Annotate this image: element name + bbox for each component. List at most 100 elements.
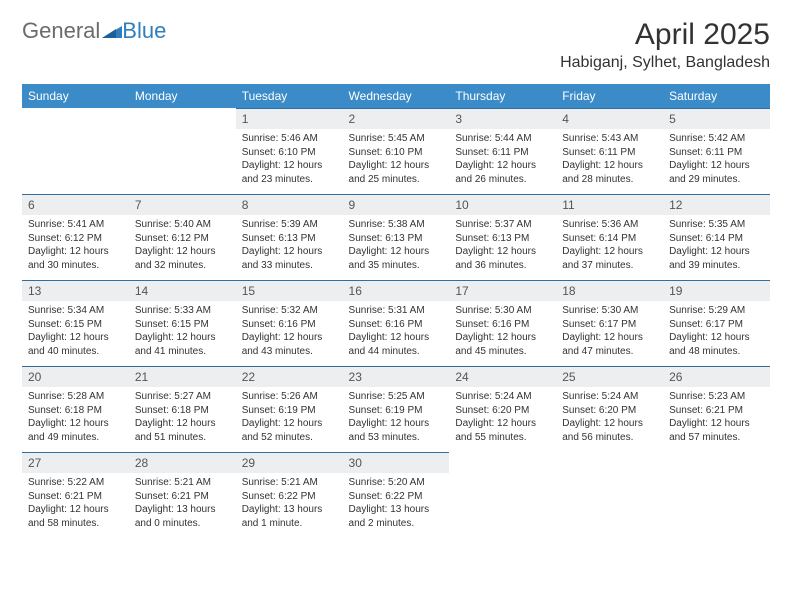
day-details: Sunrise: 5:30 AMSunset: 6:16 PMDaylight:… bbox=[449, 301, 556, 364]
day-details: Sunrise: 5:31 AMSunset: 6:16 PMDaylight:… bbox=[343, 301, 450, 364]
calendar-cell: 21Sunrise: 5:27 AMSunset: 6:18 PMDayligh… bbox=[129, 366, 236, 452]
calendar-cell: 10Sunrise: 5:37 AMSunset: 6:13 PMDayligh… bbox=[449, 194, 556, 280]
day-number: 23 bbox=[343, 366, 450, 387]
day-number: 5 bbox=[663, 108, 770, 129]
calendar-cell: 5Sunrise: 5:42 AMSunset: 6:11 PMDaylight… bbox=[663, 108, 770, 194]
day-details: Sunrise: 5:25 AMSunset: 6:19 PMDaylight:… bbox=[343, 387, 450, 450]
calendar-cell bbox=[449, 452, 556, 538]
day-number: 14 bbox=[129, 280, 236, 301]
month-title: April 2025 bbox=[560, 18, 770, 52]
logo-text-2: Blue bbox=[122, 18, 166, 44]
day-number: 3 bbox=[449, 108, 556, 129]
calendar-cell: 4Sunrise: 5:43 AMSunset: 6:11 PMDaylight… bbox=[556, 108, 663, 194]
day-details: Sunrise: 5:39 AMSunset: 6:13 PMDaylight:… bbox=[236, 215, 343, 278]
day-number: 30 bbox=[343, 452, 450, 473]
day-details: Sunrise: 5:35 AMSunset: 6:14 PMDaylight:… bbox=[663, 215, 770, 278]
day-details: Sunrise: 5:22 AMSunset: 6:21 PMDaylight:… bbox=[22, 473, 129, 536]
calendar-cell: 11Sunrise: 5:36 AMSunset: 6:14 PMDayligh… bbox=[556, 194, 663, 280]
day-number: 9 bbox=[343, 194, 450, 215]
day-number: 12 bbox=[663, 194, 770, 215]
calendar-head: SundayMondayTuesdayWednesdayThursdayFrid… bbox=[22, 84, 770, 108]
day-number: 1 bbox=[236, 108, 343, 129]
calendar-cell: 15Sunrise: 5:32 AMSunset: 6:16 PMDayligh… bbox=[236, 280, 343, 366]
calendar-cell: 1Sunrise: 5:46 AMSunset: 6:10 PMDaylight… bbox=[236, 108, 343, 194]
day-details: Sunrise: 5:44 AMSunset: 6:11 PMDaylight:… bbox=[449, 129, 556, 192]
day-number: 16 bbox=[343, 280, 450, 301]
day-details: Sunrise: 5:37 AMSunset: 6:13 PMDaylight:… bbox=[449, 215, 556, 278]
calendar-cell bbox=[22, 108, 129, 194]
calendar-cell: 12Sunrise: 5:35 AMSunset: 6:14 PMDayligh… bbox=[663, 194, 770, 280]
day-number: 2 bbox=[343, 108, 450, 129]
day-details: Sunrise: 5:24 AMSunset: 6:20 PMDaylight:… bbox=[556, 387, 663, 450]
calendar-cell: 7Sunrise: 5:40 AMSunset: 6:12 PMDaylight… bbox=[129, 194, 236, 280]
day-details: Sunrise: 5:36 AMSunset: 6:14 PMDaylight:… bbox=[556, 215, 663, 278]
day-details: Sunrise: 5:45 AMSunset: 6:10 PMDaylight:… bbox=[343, 129, 450, 192]
day-number: 10 bbox=[449, 194, 556, 215]
calendar-cell: 25Sunrise: 5:24 AMSunset: 6:20 PMDayligh… bbox=[556, 366, 663, 452]
day-details: Sunrise: 5:30 AMSunset: 6:17 PMDaylight:… bbox=[556, 301, 663, 364]
day-details: Sunrise: 5:20 AMSunset: 6:22 PMDaylight:… bbox=[343, 473, 450, 536]
calendar-cell: 22Sunrise: 5:26 AMSunset: 6:19 PMDayligh… bbox=[236, 366, 343, 452]
header: General Blue April 2025 Habiganj, Sylhet… bbox=[22, 18, 770, 72]
calendar-cell: 8Sunrise: 5:39 AMSunset: 6:13 PMDaylight… bbox=[236, 194, 343, 280]
calendar-cell bbox=[129, 108, 236, 194]
calendar-cell: 20Sunrise: 5:28 AMSunset: 6:18 PMDayligh… bbox=[22, 366, 129, 452]
calendar-cell: 23Sunrise: 5:25 AMSunset: 6:19 PMDayligh… bbox=[343, 366, 450, 452]
day-number: 21 bbox=[129, 366, 236, 387]
day-details: Sunrise: 5:38 AMSunset: 6:13 PMDaylight:… bbox=[343, 215, 450, 278]
day-number: 17 bbox=[449, 280, 556, 301]
calendar-cell bbox=[556, 452, 663, 538]
calendar-cell: 16Sunrise: 5:31 AMSunset: 6:16 PMDayligh… bbox=[343, 280, 450, 366]
day-number: 11 bbox=[556, 194, 663, 215]
day-number: 8 bbox=[236, 194, 343, 215]
calendar-cell: 3Sunrise: 5:44 AMSunset: 6:11 PMDaylight… bbox=[449, 108, 556, 194]
day-details: Sunrise: 5:41 AMSunset: 6:12 PMDaylight:… bbox=[22, 215, 129, 278]
day-details: Sunrise: 5:27 AMSunset: 6:18 PMDaylight:… bbox=[129, 387, 236, 450]
day-number: 6 bbox=[22, 194, 129, 215]
day-number: 19 bbox=[663, 280, 770, 301]
calendar-row: 6Sunrise: 5:41 AMSunset: 6:12 PMDaylight… bbox=[22, 194, 770, 280]
calendar-cell: 9Sunrise: 5:38 AMSunset: 6:13 PMDaylight… bbox=[343, 194, 450, 280]
weekday-header: Tuesday bbox=[236, 84, 343, 108]
calendar-cell: 6Sunrise: 5:41 AMSunset: 6:12 PMDaylight… bbox=[22, 194, 129, 280]
logo-text-1: General bbox=[22, 18, 100, 44]
day-details: Sunrise: 5:43 AMSunset: 6:11 PMDaylight:… bbox=[556, 129, 663, 192]
day-details: Sunrise: 5:26 AMSunset: 6:19 PMDaylight:… bbox=[236, 387, 343, 450]
day-details: Sunrise: 5:33 AMSunset: 6:15 PMDaylight:… bbox=[129, 301, 236, 364]
day-number: 28 bbox=[129, 452, 236, 473]
day-number: 20 bbox=[22, 366, 129, 387]
day-number: 29 bbox=[236, 452, 343, 473]
weekday-header: Monday bbox=[129, 84, 236, 108]
day-number: 7 bbox=[129, 194, 236, 215]
day-details: Sunrise: 5:42 AMSunset: 6:11 PMDaylight:… bbox=[663, 129, 770, 192]
calendar-cell: 13Sunrise: 5:34 AMSunset: 6:15 PMDayligh… bbox=[22, 280, 129, 366]
day-details: Sunrise: 5:40 AMSunset: 6:12 PMDaylight:… bbox=[129, 215, 236, 278]
calendar-cell: 17Sunrise: 5:30 AMSunset: 6:16 PMDayligh… bbox=[449, 280, 556, 366]
calendar-row: 1Sunrise: 5:46 AMSunset: 6:10 PMDaylight… bbox=[22, 108, 770, 194]
weekday-header: Friday bbox=[556, 84, 663, 108]
day-number: 25 bbox=[556, 366, 663, 387]
day-details: Sunrise: 5:46 AMSunset: 6:10 PMDaylight:… bbox=[236, 129, 343, 192]
day-details: Sunrise: 5:21 AMSunset: 6:22 PMDaylight:… bbox=[236, 473, 343, 536]
calendar-cell: 18Sunrise: 5:30 AMSunset: 6:17 PMDayligh… bbox=[556, 280, 663, 366]
calendar-table: SundayMondayTuesdayWednesdayThursdayFrid… bbox=[22, 84, 770, 538]
day-number: 27 bbox=[22, 452, 129, 473]
day-number: 4 bbox=[556, 108, 663, 129]
day-details: Sunrise: 5:24 AMSunset: 6:20 PMDaylight:… bbox=[449, 387, 556, 450]
location: Habiganj, Sylhet, Bangladesh bbox=[560, 54, 770, 72]
calendar-cell: 28Sunrise: 5:21 AMSunset: 6:21 PMDayligh… bbox=[129, 452, 236, 538]
day-number: 13 bbox=[22, 280, 129, 301]
logo-triangle-icon bbox=[102, 18, 122, 44]
calendar-cell: 14Sunrise: 5:33 AMSunset: 6:15 PMDayligh… bbox=[129, 280, 236, 366]
day-number: 18 bbox=[556, 280, 663, 301]
calendar-cell: 19Sunrise: 5:29 AMSunset: 6:17 PMDayligh… bbox=[663, 280, 770, 366]
day-details: Sunrise: 5:29 AMSunset: 6:17 PMDaylight:… bbox=[663, 301, 770, 364]
calendar-cell: 30Sunrise: 5:20 AMSunset: 6:22 PMDayligh… bbox=[343, 452, 450, 538]
calendar-cell: 29Sunrise: 5:21 AMSunset: 6:22 PMDayligh… bbox=[236, 452, 343, 538]
day-number: 24 bbox=[449, 366, 556, 387]
day-number: 22 bbox=[236, 366, 343, 387]
weekday-header: Saturday bbox=[663, 84, 770, 108]
day-details: Sunrise: 5:23 AMSunset: 6:21 PMDaylight:… bbox=[663, 387, 770, 450]
calendar-cell: 27Sunrise: 5:22 AMSunset: 6:21 PMDayligh… bbox=[22, 452, 129, 538]
day-details: Sunrise: 5:28 AMSunset: 6:18 PMDaylight:… bbox=[22, 387, 129, 450]
